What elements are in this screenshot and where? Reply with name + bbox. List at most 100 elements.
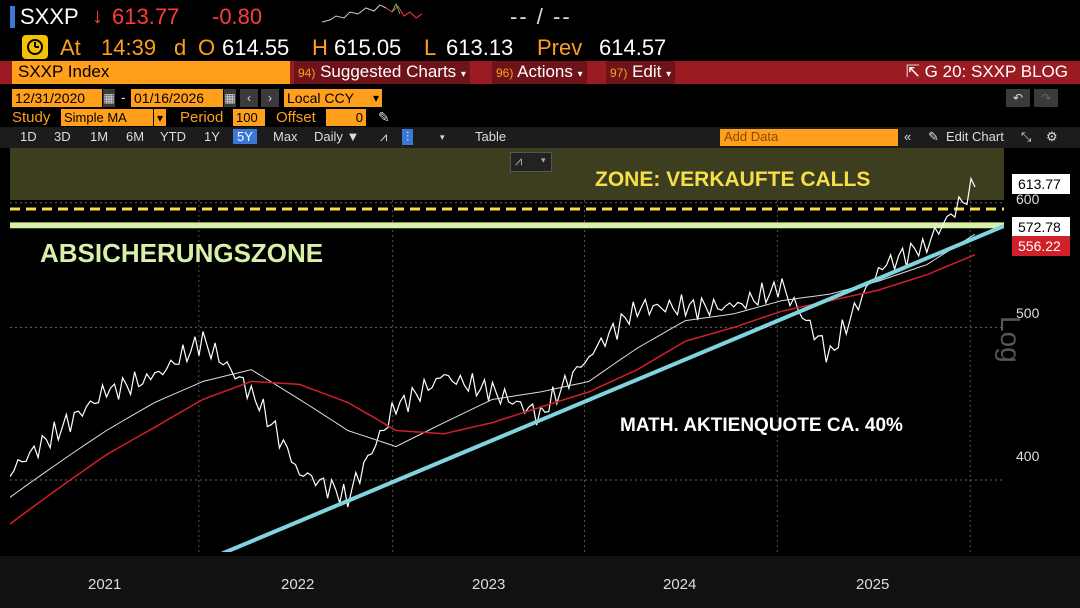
support-trendline [220,224,1004,552]
calendar-icon[interactable]: ▦ [224,89,236,107]
offset-label: Offset [276,109,316,126]
period-max[interactable]: Max [273,129,298,144]
chevron-down-icon[interactable]: ▾ [370,89,382,107]
low-label: L [424,35,437,60]
bar-chart-icon[interactable]: ⫶ [402,129,414,145]
period-1y[interactable]: 1Y [204,129,220,144]
chart-toolbar: 1D 3D 1M 6M YTD 1Y 5Y Max Daily ▼ ⩘ ⫶ ▾ … [0,127,1080,148]
bid-ask: -- / -- [510,4,572,29]
high-label: H [312,35,328,60]
hedge-zone-band [10,222,1004,229]
ticker-bar: SXXP ↓ 613.77 -0.80 -- / -- [0,0,1080,33]
ma200-line [10,254,976,525]
security-field[interactable]: SXXP Index [12,61,290,84]
suggested-num: 94) [298,66,316,80]
d-label: d [174,35,187,60]
suggested-label: Suggested Charts [320,62,457,81]
price-line [10,176,976,508]
date-range-bar: 12/31/2020 ▦ - 01/16/2026 ▦ ‹ › Local CC… [0,89,1080,109]
gear-icon[interactable]: ⚙ [1046,129,1058,144]
hedge-zone-label: ABSICHERUNGSZONE [40,238,324,268]
period-field[interactable]: 100 [233,109,265,126]
pencil-icon[interactable]: ✎ [928,129,939,144]
prev-value: 614.57 [599,35,667,60]
open-value: 614.55 [222,35,290,60]
edit-chart-button[interactable]: Edit Chart [946,129,1004,144]
undo-icon[interactable]: ↶ [1006,89,1030,107]
range-dash: - [121,89,126,105]
chevron-right-icon[interactable]: › [261,89,279,107]
chevron-down-icon: ▾ [460,69,466,80]
zoom-out-icon[interactable]: ⤡ [1021,129,1032,144]
blog-label: G 20: SXXP BLOG [924,62,1068,81]
year-label: 2021 [88,576,122,593]
year-label: 2025 [856,576,890,593]
end-date-field[interactable]: 01/16/2026 [131,89,223,107]
price-chart[interactable]: ⩘ ▾ ZONE: VERKAUFTE CALLS ABSICHERUNGSZO… [10,148,1004,552]
calls-zone-band [10,148,1004,200]
period-1d[interactable]: 1D [20,129,37,144]
y-tick-500: 500 [1016,305,1040,321]
edit-menu[interactable]: 97) Edit ▾ [606,61,676,84]
edit-num: 97) [610,66,628,80]
table-button[interactable]: Table [475,129,507,144]
actions-menu[interactable]: 96) Actions ▾ [492,61,587,84]
frequency-select[interactable]: Daily ▼ [314,129,360,144]
period-5y[interactable]: 5Y [233,129,257,144]
period-1m[interactable]: 1M [90,129,109,144]
chevron-down-icon[interactable]: ▾ [440,132,445,142]
at-label: At [60,35,81,60]
currency-select[interactable]: Local CCY [284,89,370,107]
line-chart-icon[interactable]: ⩘ [380,129,388,144]
log-scale-label[interactable]: Log [995,316,1026,363]
suggested-charts-menu[interactable]: 94) Suggested Charts ▾ [294,61,470,84]
add-data-input[interactable]: Add Data [720,129,898,146]
offset-field[interactable]: 0 [326,109,366,126]
ma-short-price-tag: 572.78 [1012,217,1070,237]
blog-link[interactable]: ⇱ G 20: SXXP BLOG [906,62,1068,82]
ticker-symbol[interactable]: SXXP [20,4,79,29]
high-value: 615.05 [334,35,402,60]
redo-icon[interactable]: ↷ [1034,89,1058,107]
period-ytd[interactable]: YTD [160,129,186,144]
open-label: O [198,35,216,60]
line-chart-icon: ⩘ [515,153,523,168]
y-tick-400: 400 [1016,448,1040,464]
low-value: 613.13 [446,35,514,60]
last-price: 613.77 [112,4,180,29]
pencil-icon[interactable]: ✎ [378,109,390,125]
clock-icon[interactable] [22,35,48,59]
function-bar: SXXP Index 94) Suggested Charts ▾ 96) Ac… [0,61,1080,84]
edit-label: Edit [632,62,662,81]
last-price-tag: 613.77 [1012,174,1070,194]
intraday-sparkline-icon [322,2,422,23]
zone-calls-label: ZONE: VERKAUFTE CALLS [595,168,871,191]
calendar-icon[interactable]: ▦ [103,89,115,107]
ma-long-price-tag: 556.22 [1012,236,1070,256]
chevron-down-icon: ▾ [666,69,672,80]
study-label: Study [12,109,51,126]
chevron-down-icon[interactable]: ▾ [154,109,166,126]
ticker-flag [10,6,15,28]
equity-quote-label: MATH. AKTIENQUOTE CA. 40% [620,415,903,436]
time-value: 14:39 [101,35,157,60]
chevron-left-icon[interactable]: ‹ [240,89,258,107]
year-label: 2022 [281,576,315,593]
chevron-down-icon: ▾ [577,69,583,80]
chart-canvas [10,176,1004,552]
period-3d[interactable]: 3D [54,129,71,144]
net-change: -0.80 [212,4,263,29]
study-type-select[interactable]: Simple MA [61,109,153,126]
actions-num: 96) [496,66,514,80]
quote-bar: At 14:39 d O 614.55 H 615.05 L 613.13 Pr… [0,33,1080,61]
y-axis: 613.77 600 572.78 556.22 500 400 Log [995,148,1080,552]
collapse-icon[interactable]: « [904,129,912,144]
actions-label: Actions [517,62,573,81]
year-label: 2024 [663,576,697,593]
start-date-field[interactable]: 12/31/2020 [12,89,102,107]
chart-type-switch[interactable]: ⩘ ▾ [510,152,552,172]
prev-label: Prev [537,35,583,60]
period-6m[interactable]: 6M [126,129,145,144]
year-label: 2023 [472,576,506,593]
chevron-down-icon: ▾ [541,155,546,165]
